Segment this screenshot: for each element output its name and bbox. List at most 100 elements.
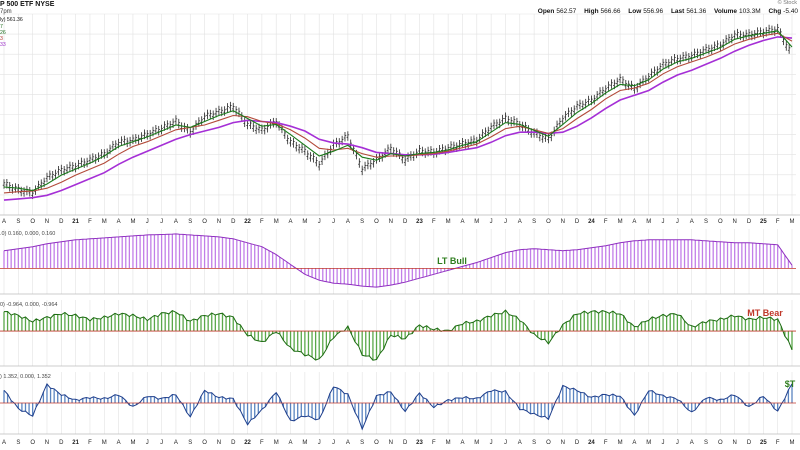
ma-fast-line	[3, 30, 793, 192]
ticker-title: P 500 ETF	[0, 1, 34, 8]
lt-panel: .0) 0.160, 0.000, 0.160 LT Bull	[0, 231, 796, 288]
x-tick-label: F	[432, 219, 436, 225]
x-tick-label: D	[403, 219, 408, 225]
x-tick-label: S	[16, 219, 20, 225]
ma-legend-slow: 33	[0, 42, 6, 48]
x-tick-label: D	[575, 219, 580, 225]
x-tick-label: O	[374, 440, 379, 446]
x-tick-label: 22	[244, 219, 251, 225]
x-tick-label: A	[632, 440, 636, 446]
mt-panel: 0) -0.964, 0.000, -0.964 MT Bear	[0, 302, 796, 361]
x-tick-label: J	[490, 440, 493, 446]
x-tick-label: M	[102, 440, 107, 446]
x-tick-label: O	[546, 219, 551, 225]
x-tick-label: M	[446, 440, 451, 446]
x-tick-label: D	[231, 219, 236, 225]
x-tick-label: J	[160, 219, 163, 225]
x-tick-label: 25	[760, 440, 767, 446]
x-tick-label: S	[360, 219, 364, 225]
quote-high: High 566.66	[584, 8, 621, 15]
x-tick-label: J	[146, 219, 149, 225]
x-tick-label: A	[690, 219, 694, 225]
x-tick-label: M	[474, 440, 479, 446]
x-tick-label: M	[646, 219, 651, 225]
x-tick-label: S	[16, 440, 20, 446]
x-tick-label: A	[174, 440, 178, 446]
x-tick-label: O	[546, 440, 551, 446]
x-tick-label: J	[332, 440, 335, 446]
x-tick-label: F	[776, 219, 780, 225]
x-tick-label: D	[231, 440, 236, 446]
x-tick-label: F	[260, 440, 264, 446]
grid	[0, 13, 800, 435]
x-tick-label: M	[790, 440, 795, 446]
x-tick-label: F	[604, 219, 608, 225]
x-tick-label: J	[332, 219, 335, 225]
x-tick-label: A	[460, 440, 464, 446]
x-tick-label: J	[490, 219, 493, 225]
x-tick-label: N	[733, 219, 737, 225]
x-tick-label: S	[188, 440, 192, 446]
ma-slow-line	[3, 36, 793, 201]
x-tick-label: M	[130, 219, 135, 225]
x-tick-label: M	[102, 219, 107, 225]
x-tick-label: 22	[244, 440, 251, 446]
x-tick-label: J	[676, 440, 679, 446]
x-tick-label: S	[532, 219, 536, 225]
x-tick-label: J	[662, 219, 665, 225]
x-tick-label: M	[274, 219, 279, 225]
x-tick-label: A	[289, 440, 293, 446]
date-fragment: 7pm	[0, 9, 12, 15]
x-tick-label: M	[474, 219, 479, 225]
ma-legend-fast: 7	[0, 24, 3, 30]
x-tick-label: F	[604, 440, 608, 446]
x-tick-label: N	[389, 440, 393, 446]
x-tick-label: N	[45, 440, 49, 446]
x-tick-label: 23	[416, 440, 423, 446]
x-tick-label: S	[704, 219, 708, 225]
x-tick-label: S	[360, 440, 364, 446]
lt-legend: .0) 0.160, 0.000, 0.160	[0, 231, 55, 237]
ma-legend-mid2: 3	[0, 36, 3, 42]
x-tick-label: N	[561, 219, 565, 225]
x-tick-label: M	[790, 219, 795, 225]
quote-open: Open 562.57	[537, 8, 577, 15]
lt-label: LT Bull	[437, 256, 467, 266]
x-tick-label: D	[59, 440, 64, 446]
x-tick-label: A	[117, 440, 121, 446]
x-tick-label: A	[518, 440, 522, 446]
x-tick-label: A	[690, 440, 694, 446]
x-tick-label: J	[504, 219, 507, 225]
copyright-label: © Stock	[777, 0, 797, 6]
quote-summary: Open 562.57 High 566.66 Low 556.96 Last 561.…	[532, 8, 798, 16]
x-tick-label: 23	[416, 219, 423, 225]
quote-low: Low 556.96	[628, 8, 664, 15]
x-tick-label: J	[662, 440, 665, 446]
x-tick-label: J	[318, 219, 321, 225]
x-tick-label: 21	[72, 219, 79, 225]
x-tick-label: A	[117, 219, 121, 225]
x-tick-label: N	[389, 219, 393, 225]
x-axis: A S O N D 21 F M A M J J A S O N D 22 F M A M J J A S O N D 23 F M A M J J A…	[2, 219, 795, 446]
mt-legend: 0) -0.964, 0.000, -0.964	[0, 302, 57, 308]
x-tick-label: O	[718, 440, 723, 446]
x-tick-label: N	[561, 440, 565, 446]
x-tick-label: S	[532, 440, 536, 446]
x-tick-label: J	[160, 440, 163, 446]
lt-line	[3, 233, 793, 288]
ma-legend-price: ly) 561.36	[0, 17, 23, 23]
st-legend: ) 1.352, 0.000, 1.352	[0, 374, 51, 380]
x-tick-label: 24	[588, 440, 595, 446]
x-tick-label: M	[274, 440, 279, 446]
x-tick-label: A	[174, 219, 178, 225]
x-tick-label: A	[518, 219, 522, 225]
x-tick-label: J	[676, 219, 679, 225]
x-tick-label: F	[88, 440, 92, 446]
x-tick-label: A	[2, 219, 6, 225]
x-tick-label: 21	[72, 440, 79, 446]
x-tick-label: F	[776, 440, 780, 446]
x-tick-label: J	[146, 440, 149, 446]
ma-legend-mid: 26	[0, 30, 6, 36]
x-tick-label: D	[747, 219, 752, 225]
